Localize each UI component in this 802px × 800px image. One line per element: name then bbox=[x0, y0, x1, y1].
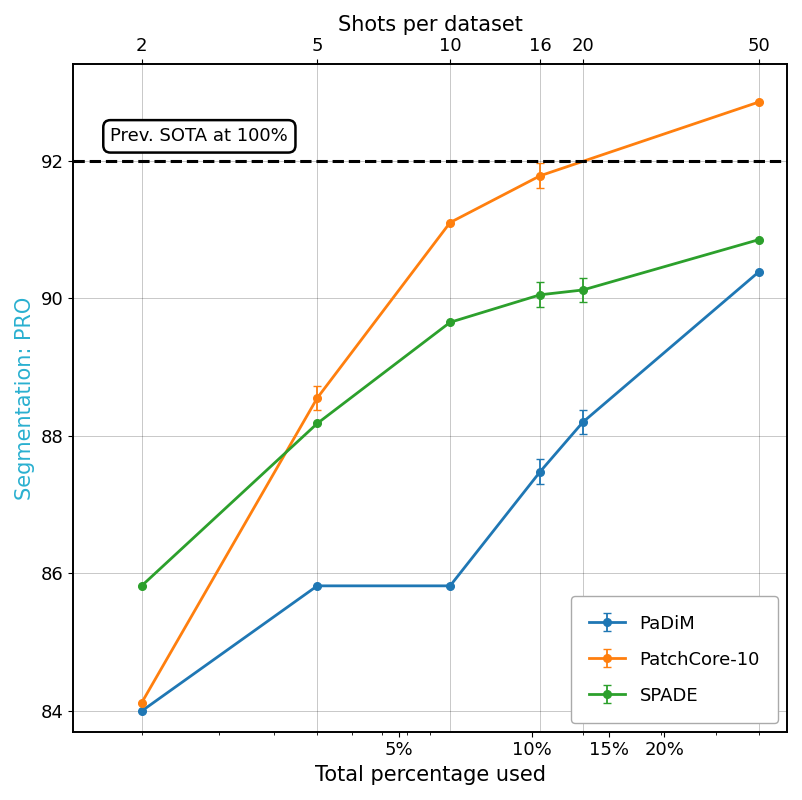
Text: Prev. SOTA at 100%: Prev. SOTA at 100% bbox=[111, 127, 288, 146]
Legend: PaDiM, PatchCore-10, SPADE: PaDiM, PatchCore-10, SPADE bbox=[571, 597, 778, 722]
X-axis label: Total percentage used: Total percentage used bbox=[314, 765, 545, 785]
Y-axis label: Segmentation: PRO: Segmentation: PRO bbox=[15, 296, 35, 500]
X-axis label: Shots per dataset: Shots per dataset bbox=[338, 15, 523, 35]
